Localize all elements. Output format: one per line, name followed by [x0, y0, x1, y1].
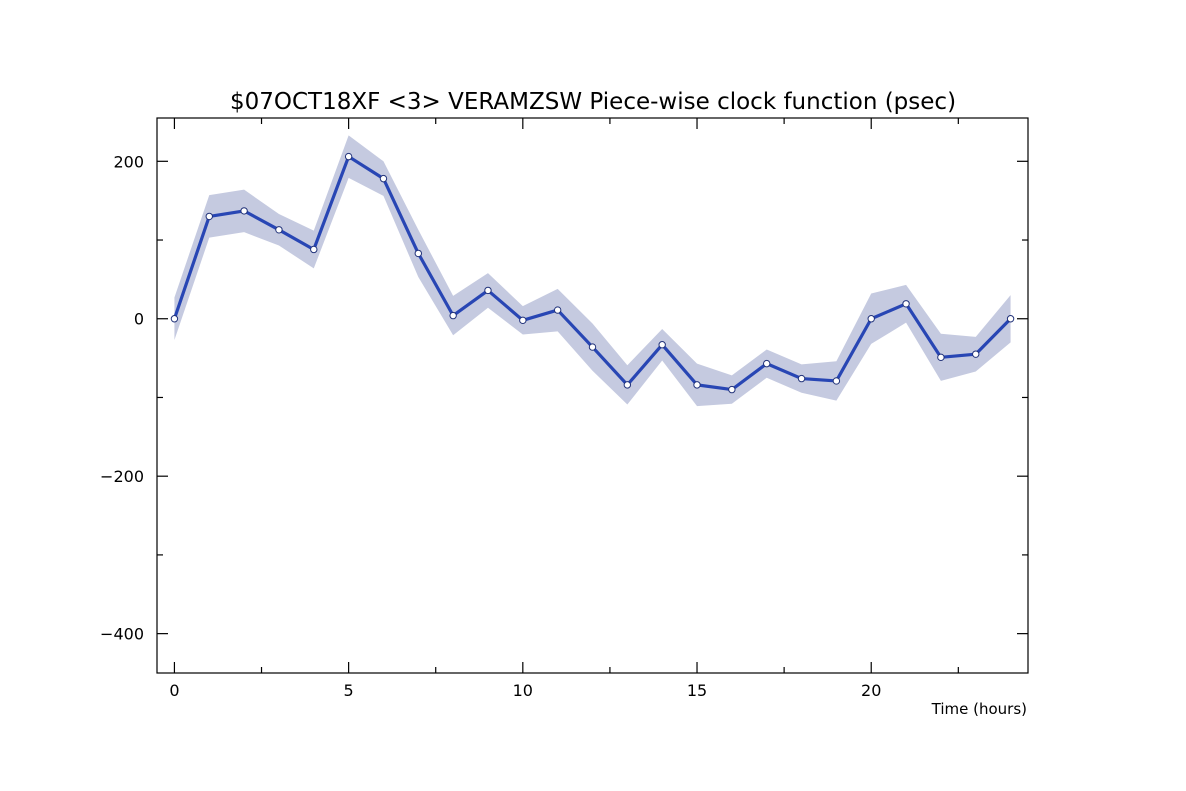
data-point	[588, 343, 597, 351]
tick-label-layer: 0 5 10 15 20 200 0 −200 −400	[100, 152, 881, 700]
data-point	[553, 306, 562, 314]
data-point	[867, 315, 875, 323]
data-point	[902, 300, 910, 308]
data-point	[484, 286, 492, 295]
data-point	[728, 385, 736, 394]
y-tick-label: 0	[134, 310, 144, 329]
x-tick-label: 5	[344, 681, 354, 700]
data-point	[1006, 315, 1015, 323]
data-point	[414, 249, 422, 258]
data-point	[519, 316, 527, 325]
data-point	[240, 207, 248, 215]
data-point	[344, 152, 353, 161]
x-tick-label: 15	[687, 681, 707, 700]
y-tick-label: −200	[100, 467, 144, 486]
data-point	[972, 350, 980, 358]
plot-frame	[156, 117, 1029, 674]
data-point	[449, 311, 457, 320]
data-point	[832, 377, 841, 385]
data-point	[275, 226, 283, 234]
data-point	[170, 315, 179, 323]
uncertainty-band	[174, 135, 1011, 407]
y-tick-label: 200	[113, 152, 144, 171]
data-point	[763, 359, 771, 368]
x-axis-label: Time (hours)	[931, 700, 1027, 718]
y-tick-label: −400	[100, 625, 144, 644]
error-band-layer	[174, 135, 1011, 407]
data-point	[379, 174, 388, 183]
data-point	[205, 212, 213, 221]
data-point	[623, 381, 632, 389]
data-point	[658, 341, 666, 349]
data-point-layer	[170, 152, 1015, 394]
data-point	[310, 245, 318, 254]
data-point	[693, 381, 701, 389]
data-point	[797, 374, 806, 383]
x-tick-label: 10	[513, 681, 533, 700]
data-point	[937, 353, 945, 362]
x-tick-label: 0	[169, 681, 179, 700]
tick-layer	[157, 118, 1028, 673]
chart-title: $07OCT18XF <3> VERAMZSW Piece-wise clock…	[230, 89, 956, 115]
x-tick-label: 20	[861, 681, 881, 700]
